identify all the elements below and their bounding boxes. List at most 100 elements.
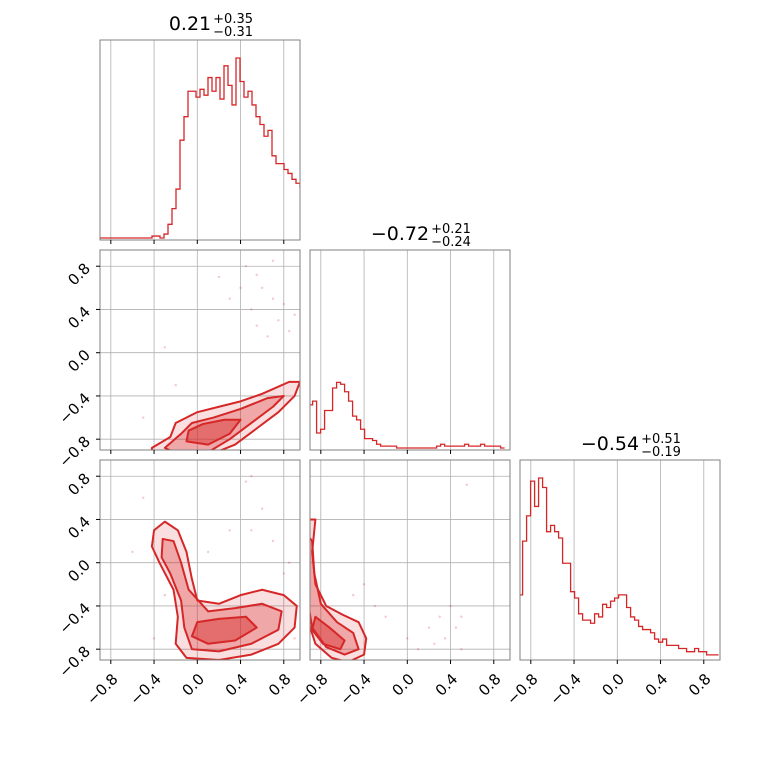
panel-frame [99,39,301,241]
y-tick-label: −0.8 [56,432,94,470]
scatter-point [282,572,285,575]
scatter-point [244,265,248,268]
panel-1-1: −0.72 +0.21−0.24 [309,222,511,454]
scatter-point [373,604,377,608]
scatter-point [460,647,463,651]
title-minus-0: −0.31 [213,25,253,40]
contour-level-1 [163,394,285,450]
scatter-point [255,273,258,277]
scatter-point [282,302,285,306]
scatter-point [260,286,264,290]
scatter-point [287,329,291,333]
x-tick-label: 0.0 [388,670,418,700]
scatter-point [228,297,231,300]
y-tick-label: 0.4 [64,303,94,333]
panel-2-0: −0.8 −0.4 0.0 0.4 0.8−0.8−0.40.00.40.8 [56,459,301,709]
scatter-point [427,626,431,629]
x-tick-label: −0.8 [503,670,541,708]
panel-frame [309,459,511,661]
histogram-1 [310,381,505,449]
scatter-point [217,275,221,279]
title-median-2: −0.54 [581,433,639,455]
scatter-point [293,313,296,317]
scatter-point [406,637,409,640]
x-tick-label: −0.4 [546,670,584,708]
scatter-point [266,335,269,338]
scatter-point [174,383,177,387]
x-tick-label: 0.4 [642,670,672,700]
scatter-point [142,416,145,419]
scatter-point [250,529,253,532]
y-tick-label: 0.0 [64,346,94,376]
scatter-point [293,637,296,640]
panel-frame [99,249,301,451]
scatter-point [352,593,355,597]
contour-level-1 [310,536,360,656]
y-tick-label: −0.4 [56,389,94,427]
y-tick-label: 0.0 [64,556,94,586]
scatter-point [362,583,366,586]
panel-frame [309,249,511,451]
panel-2-1: −0.8 −0.4 0.0 0.4 0.8 [293,459,511,709]
scatter-point [250,475,253,478]
scatter-point [271,539,275,543]
panel-0-0: 0.21 +0.35−0.31 [99,12,301,244]
title-minus-2: −0.19 [641,445,681,460]
scatter-point [239,286,242,290]
title-median-0: 0.21 [169,13,211,35]
scatter-point [163,593,167,597]
x-tick-label: −0.8 [83,670,121,708]
scatter-point [271,297,275,300]
contour-level-2 [185,418,242,446]
histogram-2 [520,477,719,656]
y-tick-label: 0.4 [64,513,94,543]
scatter-point [443,637,447,640]
y-tick-label: −0.4 [56,599,94,637]
y-tick-label: 0.8 [64,259,94,289]
scatter-point [163,346,167,349]
x-tick-label: 0.0 [178,670,208,700]
panel-1-0: −0.8 −0.4 0.0 0.4 0.8 [56,249,301,471]
contour-level-2 [311,615,346,651]
scatter-point [131,550,134,554]
panel-2-2: −0.54 +0.51−0.19 −0.8 −0.4 0.0 0.4 0.8 [503,432,721,709]
scatter-point [416,647,420,651]
scatter-point [142,496,145,500]
scatter-point [260,507,264,510]
scatter-point [152,637,156,640]
scatter-point [271,259,275,263]
x-tick-label: −0.4 [126,670,164,708]
histogram-0 [100,57,300,240]
scatter-point [255,324,258,327]
scatter-point [438,615,441,618]
x-tick-label: 0.0 [598,670,628,700]
x-tick-label: 0.4 [432,670,462,700]
scatter-point [277,319,280,322]
title-minus-1: −0.24 [431,235,471,250]
scatter-point [465,483,468,487]
x-tick-label: 0.8 [475,670,505,700]
title-plus-2: +0.51 [641,432,681,447]
scatter-point [384,615,387,618]
x-tick-label: −0.4 [336,670,374,708]
title-median-1: −0.72 [371,223,429,245]
x-tick-label: −0.8 [293,670,331,708]
scatter-point [460,615,463,618]
scatter-point [206,550,210,554]
contour-level-2 [190,615,258,645]
scatter-point [287,561,291,564]
y-tick-label: −0.8 [56,642,94,680]
x-tick-label: 0.4 [222,670,252,700]
scatter-point [433,642,436,645]
panel-frame [99,459,301,661]
x-tick-label: 0.8 [265,670,295,700]
scatter-point [449,604,452,608]
title-plus-0: +0.35 [213,12,253,27]
scatter-point [228,529,231,532]
x-tick-label: 0.8 [685,670,715,700]
scatter-point [250,308,253,311]
contour-level-0 [150,520,298,660]
scatter-point [454,626,458,629]
panel-frame [519,459,721,661]
y-tick-label: 0.8 [64,469,94,499]
